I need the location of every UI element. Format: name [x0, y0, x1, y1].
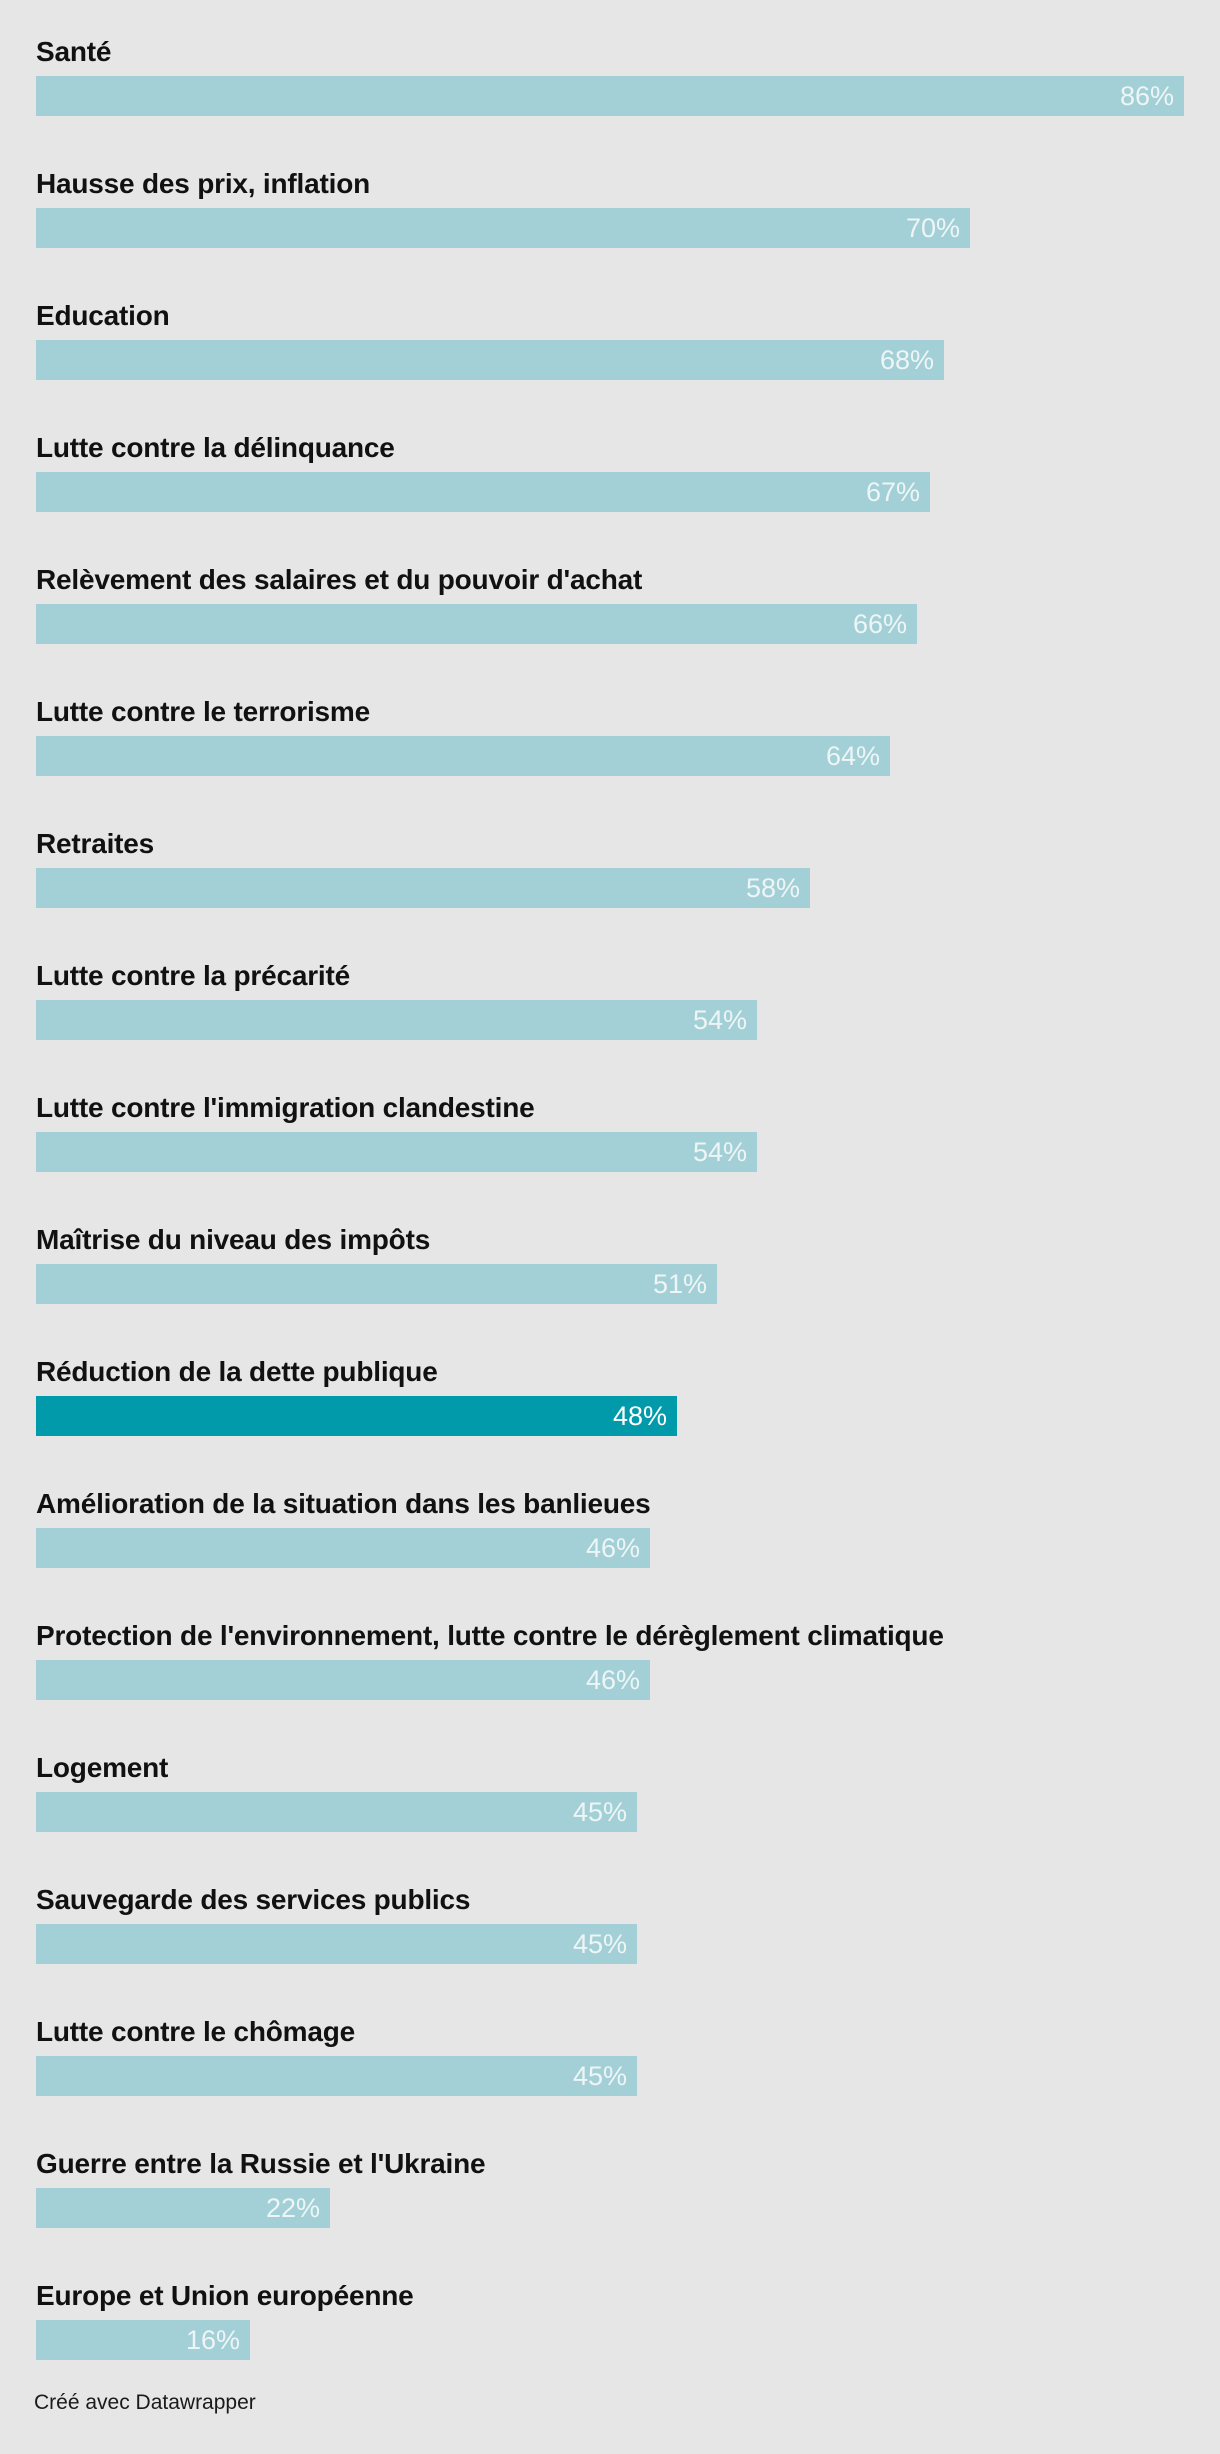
bar-row: Logement 45% — [36, 1752, 1186, 1884]
category-label: Lutte contre la délinquance — [36, 432, 395, 463]
category-label: Lutte contre le terrorisme — [36, 696, 370, 727]
bar-row: Lutte contre l'immigration clandestine 54… — [36, 1092, 1186, 1224]
value-label: 45% — [572, 1929, 627, 1959]
bar-row: Lutte contre la délinquance 67% — [36, 432, 1186, 564]
value-label: 16% — [185, 2325, 240, 2355]
bar: 22% — [36, 2188, 330, 2228]
bar: 54% — [36, 1132, 757, 1172]
bar-row: Santé 86% — [36, 36, 1186, 168]
value-label: 48% — [612, 1401, 667, 1431]
value-label: 22% — [265, 2193, 320, 2223]
value-label: 86% — [1119, 81, 1174, 111]
bar-row: Lutte contre le chômage 45% — [36, 2016, 1186, 2148]
bar-row: Maîtrise du niveau des impôts 51% — [36, 1224, 1186, 1356]
bar: 51% — [36, 1264, 717, 1304]
value-label: 64% — [825, 741, 880, 771]
bar: 45% — [36, 1924, 637, 1964]
bar: 64% — [36, 736, 890, 776]
category-label: Europe et Union européenne — [36, 2280, 414, 2311]
bar-row: Europe et Union européenne 16% — [36, 2280, 1186, 2412]
bar: 45% — [36, 1792, 637, 1832]
category-label: Lutte contre le chômage — [36, 2016, 356, 2047]
bar-row: Guerre entre la Russie et l'Ukraine 22% — [36, 2148, 1186, 2280]
category-label: Education — [36, 300, 170, 331]
value-label: 54% — [692, 1137, 747, 1167]
bar: 66% — [36, 604, 917, 644]
bar-row: Education 68% — [36, 300, 1186, 432]
bar: 46% — [36, 1528, 650, 1568]
bar: 45% — [36, 2056, 637, 2096]
category-label: Maîtrise du niveau des impôts — [36, 1224, 431, 1255]
value-label: 70% — [905, 213, 960, 243]
category-label: Amélioration de la situation dans les ba… — [36, 1488, 651, 1519]
bar: 68% — [36, 340, 944, 380]
bar-row: Amélioration de la situation dans les ba… — [36, 1488, 1186, 1620]
bar: 46% — [36, 1660, 650, 1700]
bar: 70% — [36, 208, 970, 248]
bar-row: Hausse des prix, inflation 70% — [36, 168, 1186, 300]
value-label: 54% — [692, 1005, 747, 1035]
value-label: 66% — [852, 609, 907, 639]
bar-row: Protection de l'environnement, lutte con… — [36, 1620, 1186, 1752]
bar-row: Lutte contre le terrorisme 64% — [36, 696, 1186, 828]
category-label: Hausse des prix, inflation — [36, 168, 370, 199]
category-label: Retraites — [36, 828, 155, 859]
category-label: Relèvement des salaires et du pouvoir d'… — [36, 564, 643, 595]
value-label: 58% — [745, 873, 800, 903]
category-label: Santé — [36, 36, 112, 67]
category-label: Guerre entre la Russie et l'Ukraine — [36, 2148, 486, 2179]
bar-row: Sauvegarde des services publics 45% — [36, 1884, 1186, 2016]
category-label: Lutte contre la précarité — [36, 960, 350, 991]
bar: 86% — [36, 76, 1184, 116]
value-label: 45% — [572, 1797, 627, 1827]
bar-row: Lutte contre la précarité 54% — [36, 960, 1186, 1092]
value-label: 51% — [652, 1269, 707, 1299]
bar: 16% — [36, 2320, 250, 2360]
category-label: Lutte contre l'immigration clandestine — [36, 1092, 535, 1123]
bar: 48% — [36, 1396, 677, 1436]
category-label: Protection de l'environnement, lutte con… — [36, 1620, 944, 1651]
bar-row: Relèvement des salaires et du pouvoir d'… — [36, 564, 1186, 696]
category-label: Logement — [36, 1752, 169, 1783]
category-label: Réduction de la dette publique — [36, 1356, 438, 1387]
value-label: 46% — [585, 1665, 640, 1695]
value-label: 68% — [879, 345, 934, 375]
value-label: 46% — [585, 1533, 640, 1563]
bar: 67% — [36, 472, 930, 512]
bar-row: Retraites 58% — [36, 828, 1186, 960]
footer-credit: Créé avec Datawrapper — [34, 2391, 256, 2414]
bar: 58% — [36, 868, 810, 908]
bar: 54% — [36, 1000, 757, 1040]
bar-row: Réduction de la dette publique 48% — [36, 1356, 1186, 1488]
value-label: 45% — [572, 2061, 627, 2091]
value-label: 67% — [865, 477, 920, 507]
category-label: Sauvegarde des services publics — [36, 1884, 471, 1915]
